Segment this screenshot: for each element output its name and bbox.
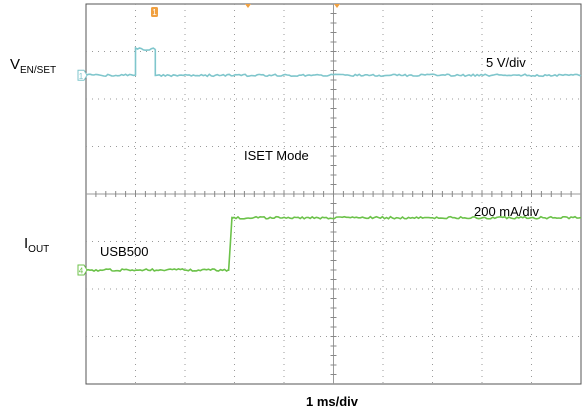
ground-marker-label: 1 [79, 72, 84, 81]
trigger-marker-label: 1 [152, 8, 157, 17]
iset-mode-annotation: ISET Mode [244, 148, 309, 163]
usb500-annotation: USB500 [100, 244, 148, 259]
ch1-channel-label: VEN/SET [10, 56, 56, 76]
trigger-position-marker [245, 4, 251, 8]
timebase-label: 1 ms/div [306, 394, 358, 409]
ch1-trigger-marker: 1 [151, 7, 158, 17]
ch1-scale-label: 5 V/div [486, 55, 526, 70]
ch4-channel-label: IOUT [24, 235, 49, 255]
trigger-position-marker [334, 4, 340, 8]
ground-marker-label: 4 [79, 267, 84, 276]
plot-markers: 1 4 1 [78, 4, 340, 276]
ch4-scale-label: 200 mA/div [474, 204, 539, 219]
